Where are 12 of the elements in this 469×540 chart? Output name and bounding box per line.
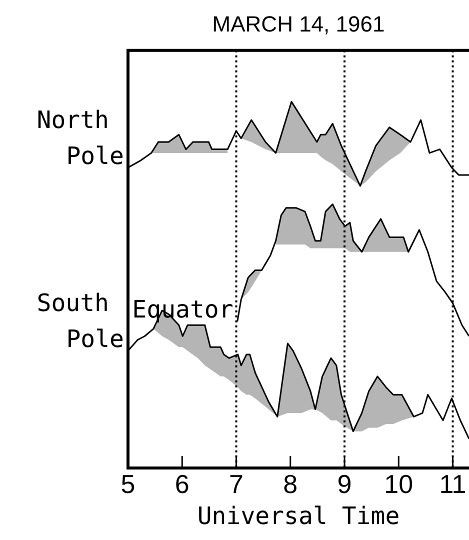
x-axis-title: Universal Time xyxy=(197,502,400,530)
series-label: Equator xyxy=(132,296,234,324)
x-tick-label: 9 xyxy=(337,468,352,499)
x-tick-label: 10 xyxy=(384,468,414,499)
x-tick-label: 7 xyxy=(229,468,244,499)
series-label: North Pole xyxy=(36,106,124,170)
x-tick-label: 6 xyxy=(174,468,190,499)
series-label: South Pole xyxy=(36,289,124,354)
chart-title: MARCH 14, 1961 xyxy=(212,11,385,36)
x-tick-label: 5 xyxy=(120,468,136,499)
x-tick-label: 8 xyxy=(283,468,298,499)
x-tick-label: 11 xyxy=(439,468,466,499)
